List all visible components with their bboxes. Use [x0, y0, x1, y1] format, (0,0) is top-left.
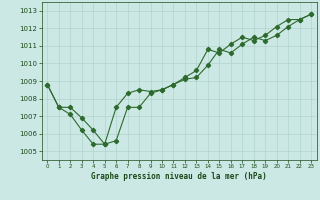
X-axis label: Graphe pression niveau de la mer (hPa): Graphe pression niveau de la mer (hPa) [91, 172, 267, 181]
